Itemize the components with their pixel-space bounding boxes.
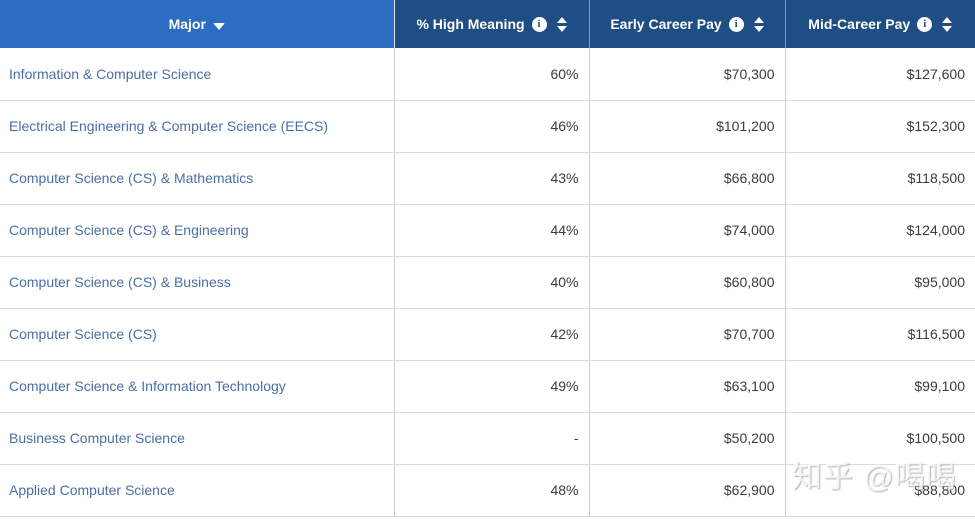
table-body: Information & Computer Science 60% $70,3… [0,48,975,517]
early-career-pay-value: $70,700 [589,308,786,361]
mid-career-pay-value: $99,100 [785,360,975,413]
major-link[interactable]: Computer Science (CS) & Business [9,274,231,290]
mid-career-pay-value: $100,500 [785,412,975,465]
info-icon[interactable]: i [728,16,744,32]
major-link[interactable]: Business Computer Science [9,430,185,446]
sort-icon[interactable] [753,16,764,32]
mid-career-pay-value: $127,600 [785,48,975,101]
table-row: Computer Science & Information Technolog… [0,360,975,413]
mid-career-pay-value: $95,000 [785,256,975,309]
mid-career-pay-value: $88,800 [785,464,975,517]
early-career-pay-value: $60,800 [589,256,786,309]
high-meaning-value: 43% [394,152,590,205]
table-row: Information & Computer Science 60% $70,3… [0,48,975,101]
table-row: Computer Science (CS) 42% $70,700 $116,5… [0,308,975,361]
table-row: Computer Science (CS) & Business 40% $60… [0,256,975,309]
column-header-mid-career-pay[interactable]: Mid-Career Pay i [785,0,975,48]
mid-career-pay-value: $124,000 [785,204,975,257]
table-row: Computer Science (CS) & Mathematics 43% … [0,152,975,205]
early-career-pay-value: $70,300 [589,48,786,101]
column-header-mid-career-pay-label: Mid-Career Pay [808,16,911,32]
table-row: Applied Computer Science 48% $62,900 $88… [0,464,975,517]
info-icon[interactable]: i [531,16,547,32]
major-link[interactable]: Computer Science (CS) & Engineering [9,222,249,238]
high-meaning-value: 42% [394,308,590,361]
early-career-pay-value: $50,200 [589,412,786,465]
table-header: Major % High Meaning i Early Career Pay … [0,0,975,48]
high-meaning-value: - [394,412,590,465]
early-career-pay-value: $74,000 [589,204,786,257]
mid-career-pay-value: $118,500 [785,152,975,205]
column-header-early-career-pay-label: Early Career Pay [610,16,722,32]
sort-caret-down-icon [212,22,225,30]
major-link[interactable]: Computer Science & Information Technolog… [9,378,286,394]
major-link[interactable]: Applied Computer Science [9,482,175,498]
major-link[interactable]: Information & Computer Science [9,65,212,82]
column-header-major-label: Major [168,16,206,32]
high-meaning-value: 48% [394,464,590,517]
sort-icon[interactable] [556,16,567,32]
column-header-high-meaning-label: % High Meaning [416,16,525,32]
early-career-pay-value: $66,800 [589,152,786,205]
high-meaning-value: 49% [394,360,590,413]
early-career-pay-value: $62,900 [589,464,786,517]
major-link[interactable]: Electrical Engineering & Computer Scienc… [9,118,329,134]
table-row: Business Computer Science - $50,200 $100… [0,412,975,465]
table-row: Electrical Engineering & Computer Scienc… [0,100,975,153]
high-meaning-value: 44% [394,204,590,257]
sort-icon[interactable] [942,16,953,32]
info-icon[interactable]: i [917,16,933,32]
column-header-early-career-pay[interactable]: Early Career Pay i [589,0,786,48]
mid-career-pay-value: $116,500 [785,308,975,361]
high-meaning-value: 40% [394,256,590,309]
early-career-pay-value: $101,200 [589,100,786,153]
mid-career-pay-value: $152,300 [785,100,975,153]
early-career-pay-value: $63,100 [589,360,786,413]
high-meaning-value: 60% [394,48,590,101]
column-header-high-meaning[interactable]: % High Meaning i [394,0,590,48]
high-meaning-value: 46% [394,100,590,153]
major-link[interactable]: Computer Science (CS) [9,326,157,342]
major-link[interactable]: Computer Science (CS) & Mathematics [9,170,254,186]
column-header-major[interactable]: Major [0,0,395,48]
table-row: Computer Science (CS) & Engineering 44% … [0,204,975,257]
